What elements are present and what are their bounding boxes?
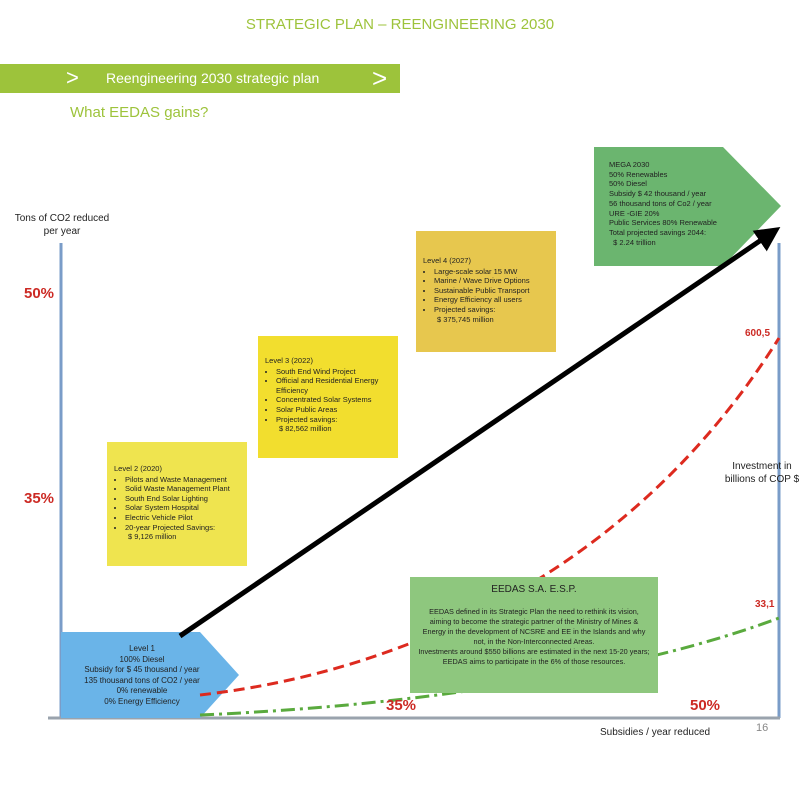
eedas-title: EEDAS S.A. E.S.P. <box>491 584 577 595</box>
level2-title: Level 2 (2020) <box>114 464 162 473</box>
level2-item: Pilots and Waste Management <box>125 475 240 485</box>
level4-item: Projected savings: <box>434 305 549 315</box>
level2-item: Electric Vehicle Pilot <box>125 513 240 523</box>
mega-line: 56 thousand tons of Co2 / year <box>609 198 712 208</box>
left-axis-title: Tons of CO2 reduced per year <box>12 212 112 238</box>
level4-title: Level 4 (2027) <box>423 256 471 265</box>
right-axis-title-line: billions of COP $ <box>724 474 800 485</box>
level1-line: 100% Diesel <box>119 654 165 664</box>
level4-item: Marine / Wave Drive Options <box>434 276 549 286</box>
level2-amount: $ 9,126 million <box>128 532 177 542</box>
bottom-label-35: 35% <box>386 697 417 714</box>
mega-line: 50% Renewables <box>609 169 668 179</box>
level3-item: Official and Residential Energy Efficien… <box>276 376 391 395</box>
mega-line: MEGA 2030 <box>609 160 650 169</box>
mega-line: 50% Diesel <box>609 179 647 189</box>
level1-text: Level 1 100% Diesel Subsidy for $ 45 tho… <box>62 644 222 707</box>
level3-box: Level 3 (2022) South End Wind Project Of… <box>258 336 398 458</box>
mega-line: Total projected savings 2044: <box>609 227 707 237</box>
level1-box <box>61 632 239 718</box>
level1-line: 135 thousand tons of CO2 / year <box>84 675 200 685</box>
bottom-label-50: 50% <box>690 697 721 714</box>
growth-arrow <box>178 226 781 639</box>
level2-item: Solar System Hospital <box>125 503 240 513</box>
red-curve-value: 600,5 <box>745 328 771 339</box>
level4-item: Energy Efficiency all users <box>434 295 549 305</box>
level1-title: Level 1 <box>129 644 155 653</box>
level1-line: 0% renewable <box>116 686 168 695</box>
left-axis-title-line: per year <box>43 226 81 237</box>
page-subtitle: What EEDAS gains? <box>70 104 209 121</box>
level3-item: Solar Public Areas <box>276 405 391 415</box>
level4-item: Sustainable Public Transport <box>434 286 549 296</box>
mega-line: URE -GIE 20% <box>609 208 660 218</box>
level1-line: 0% Energy Efficiency <box>104 696 180 706</box>
chevron-right-icon: > <box>372 63 388 93</box>
mega-2030-box <box>594 147 781 266</box>
level2-box: Level 2 (2020) Pilots and Waste Manageme… <box>107 442 247 566</box>
level2-item: Solid Waste Management Plant <box>125 484 240 494</box>
level3-item: Projected savings: <box>276 415 391 425</box>
chevron-right-icon: > <box>66 65 79 90</box>
right-axis-title: Investment in billions of COP $ <box>722 460 800 486</box>
mega-line: Public Services 80% Renewable <box>609 218 717 228</box>
eedas-investment-note: Investments around $550 billions are est… <box>418 646 650 666</box>
red-investment-curve <box>199 337 781 697</box>
level2-item: 20-year Projected Savings: <box>125 523 240 533</box>
right-axis-title-line: Investment in <box>732 461 792 472</box>
banner-title: Reengineering 2030 strategic plan <box>106 70 320 86</box>
mega-line: Subsidy $ 42 thousand / year <box>609 189 707 199</box>
level2-item: South End Solar Lighting <box>125 494 240 504</box>
left-label-35: 35% <box>24 490 55 507</box>
left-axis-title-line: Tons of CO2 reduced <box>14 213 110 224</box>
level3-item: South End Wind Project <box>276 367 391 377</box>
bottom-axis-title: Subsidies / year reduced <box>600 727 711 738</box>
mega-line: $ 2.24 trillion <box>609 237 656 247</box>
green-curve-value: 33,1 <box>755 599 775 610</box>
level3-title: Level 3 (2022) <box>265 356 313 365</box>
level1-line: Subsidy for $ 45 thousand / year <box>84 665 200 674</box>
level4-amount: $ 375,745 million <box>437 314 494 324</box>
eedas-info-box: EEDAS S.A. E.S.P. EEDAS defined in its S… <box>410 577 658 693</box>
level3-amount: $ 82,562 million <box>279 424 332 434</box>
left-label-50: 50% <box>24 285 55 302</box>
page-title: STRATEGIC PLAN – REENGINEERING 2030 <box>245 16 555 33</box>
eedas-description: EEDAS defined in its Strategic Plan the … <box>422 606 646 646</box>
level4-item: Large-scale solar 15 MW <box>434 267 549 277</box>
level3-item: Concentrated Solar Systems <box>276 395 391 405</box>
mega-2030-text: MEGA 2030 50% Renewables 50% Diesel Subs… <box>609 160 729 247</box>
section-banner <box>0 64 400 93</box>
level4-box: Level 4 (2027) Large-scale solar 15 MW M… <box>416 231 556 352</box>
page-number: 16 <box>756 722 769 734</box>
